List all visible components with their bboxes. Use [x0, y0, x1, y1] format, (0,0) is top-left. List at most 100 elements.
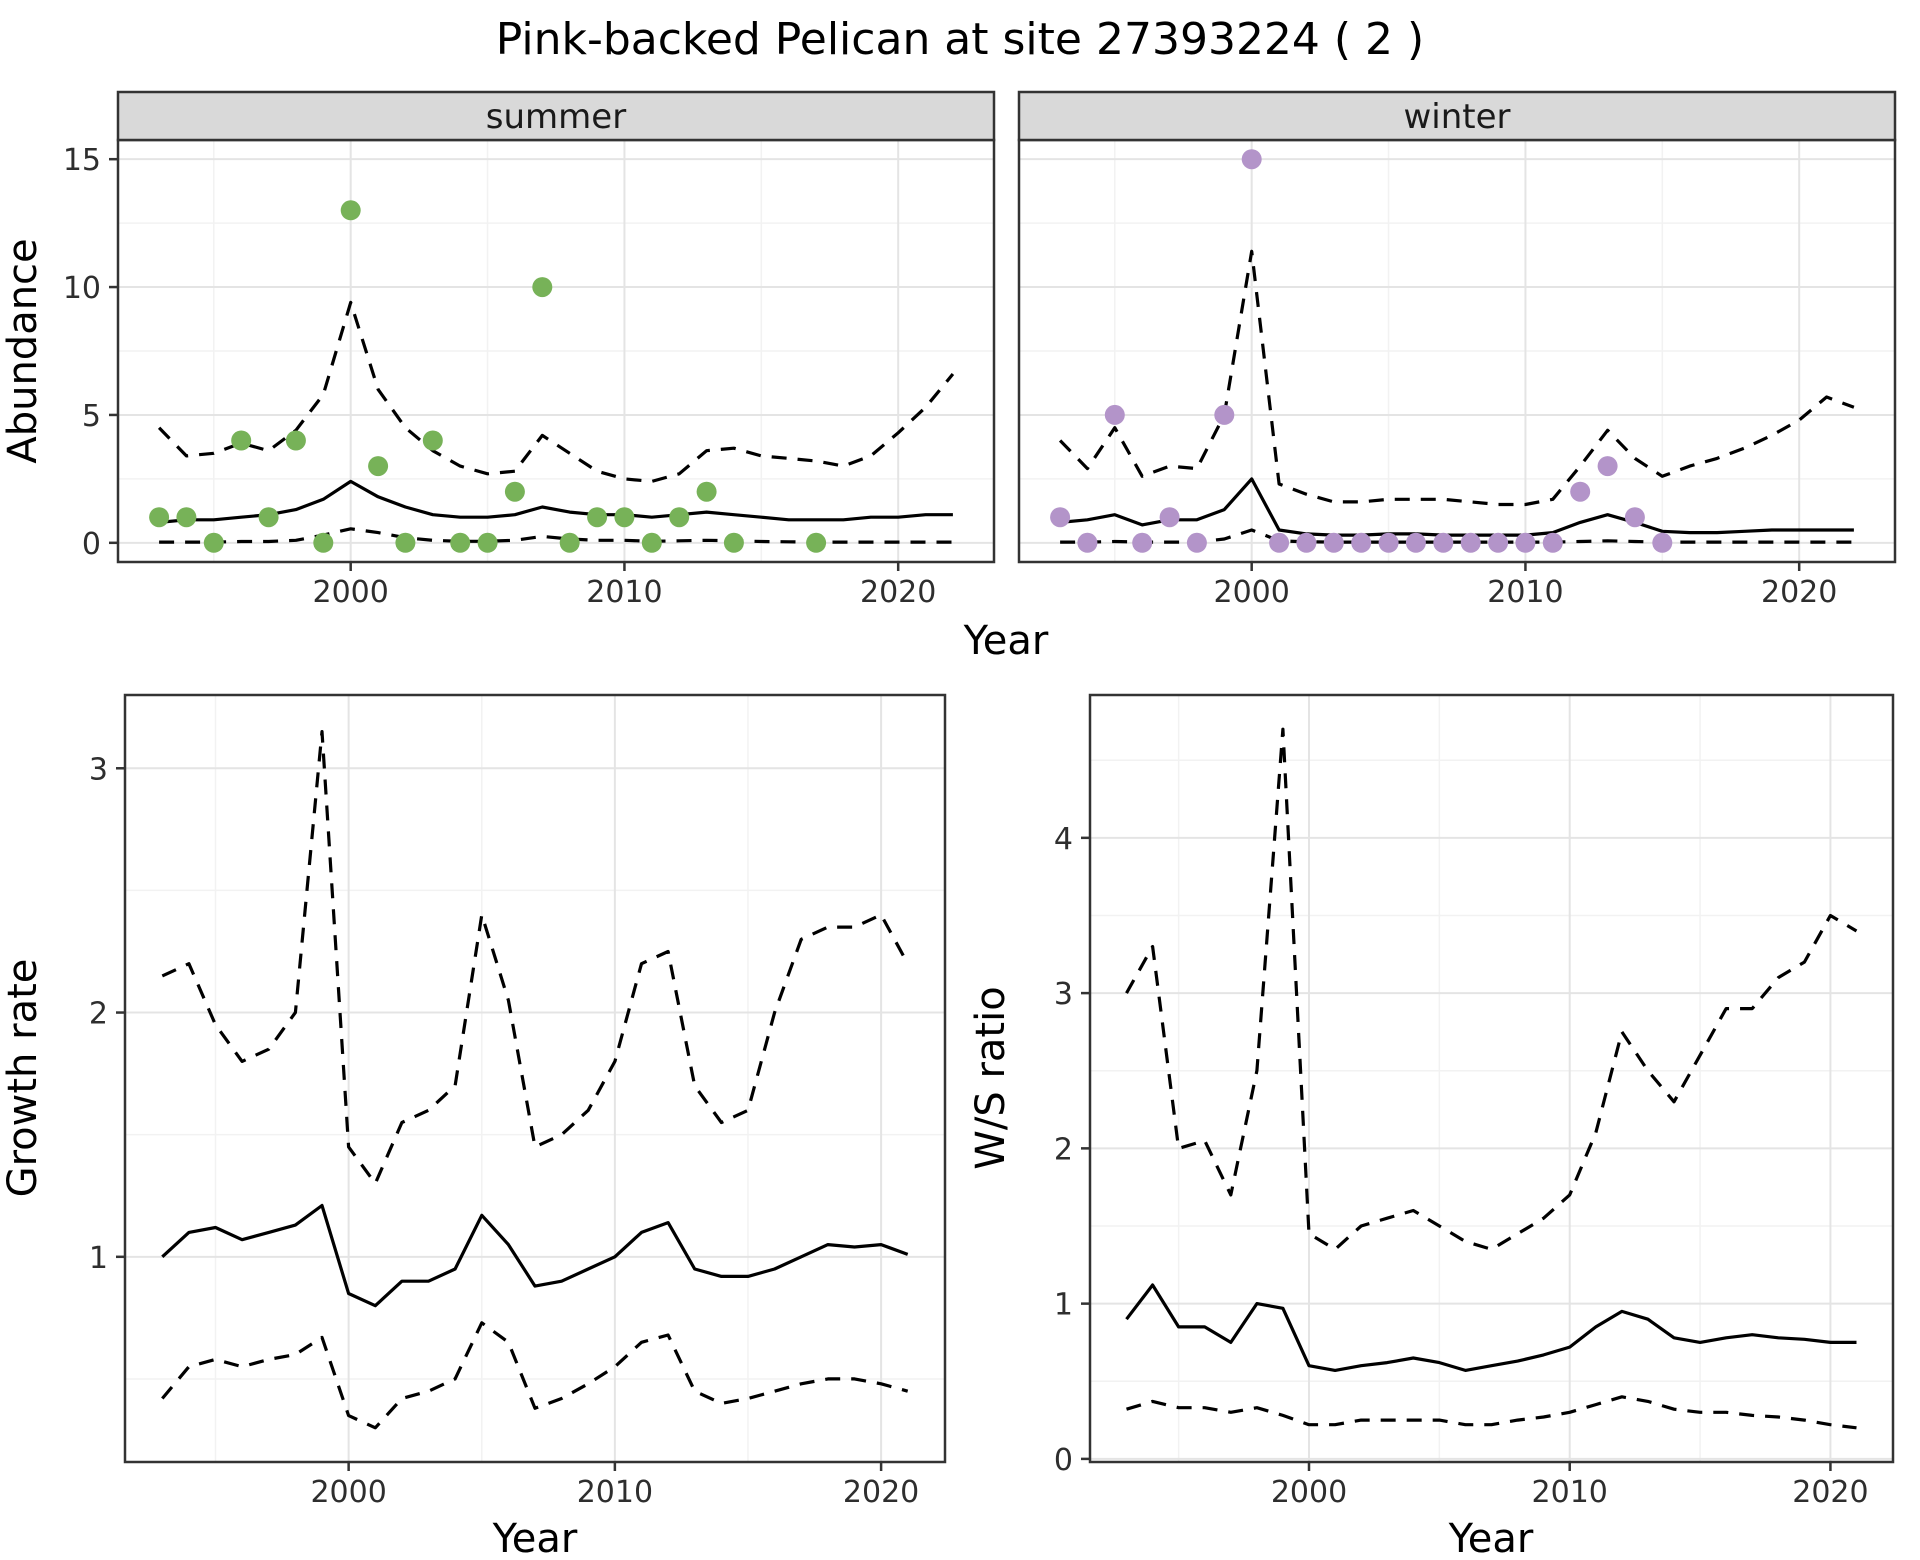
- observation-point: [1624, 507, 1645, 528]
- observation-point: [203, 532, 224, 553]
- observation-point: [285, 430, 306, 451]
- observation-point: [1597, 456, 1618, 477]
- observation-point: [1542, 532, 1563, 553]
- facet-strip: [1017, 90, 1897, 142]
- fit-line: [158, 479, 953, 524]
- lower-ci-line: [1126, 1395, 1857, 1430]
- observation-point: [1186, 532, 1207, 553]
- y-tick-label: 0: [1054, 1443, 1073, 1478]
- panel-abundance-summer: 2000 2010 2020 0 5 10 15 summer: [63, 90, 996, 610]
- observation-point: [477, 532, 498, 553]
- observation-point: [806, 532, 827, 553]
- x-tick-label: 2010: [1532, 1475, 1608, 1510]
- y-axis-title-ws-ratio: W/S ratio: [968, 986, 1014, 1169]
- y-tick-label: 15: [63, 143, 101, 178]
- x-axis-title-growth-rate: Year: [492, 1516, 578, 1560]
- observation-point: [1241, 149, 1262, 170]
- observation-point: [1296, 532, 1317, 553]
- y-tick-label: 10: [63, 271, 101, 306]
- upper-ci-line: [161, 730, 910, 1186]
- observation-point: [1570, 481, 1591, 502]
- observation-point: [1132, 532, 1153, 553]
- x-tick-label: 2010: [577, 1475, 653, 1510]
- observation-point: [395, 532, 416, 553]
- y-tick-label: 5: [82, 399, 101, 434]
- observation-point: [1652, 532, 1673, 553]
- x-tick-label: 2000: [310, 1475, 386, 1510]
- observation-point: [669, 507, 690, 528]
- panel-border: [1088, 693, 1895, 1464]
- fit-line: [1125, 1283, 1857, 1372]
- observation-point: [559, 532, 580, 553]
- x-axis-title-top: Year: [963, 618, 1049, 664]
- observation-point: [450, 532, 471, 553]
- x-tick-label: 2010: [1487, 575, 1563, 610]
- observation-point: [313, 532, 334, 553]
- x-tick-label: 2020: [860, 575, 936, 610]
- y-tick-label: 2: [1054, 1132, 1073, 1167]
- y-axis-title-abundance: Abundance: [0, 238, 46, 463]
- panel-background: [1090, 695, 1893, 1462]
- panel-border: [123, 693, 947, 1464]
- facet-strip-label: summer: [486, 97, 626, 137]
- x-tick-label: 2020: [1792, 1475, 1868, 1510]
- figure-title: Pink-backed Pelican at site 27393224 ( 2…: [496, 14, 1424, 65]
- observation-point: [1488, 532, 1509, 553]
- observation-point: [422, 430, 443, 451]
- x-tick-label: 2000: [1214, 575, 1290, 610]
- observation-point: [1378, 532, 1399, 553]
- fit-line: [1059, 477, 1854, 537]
- y-tick-label: 1: [89, 1241, 108, 1276]
- observation-point: [587, 507, 608, 528]
- observation-point: [1050, 507, 1071, 528]
- observation-point: [614, 507, 635, 528]
- y-tick-label: 3: [89, 752, 108, 787]
- observation-point: [641, 532, 662, 553]
- observation-point: [532, 277, 553, 298]
- observation-point: [1515, 532, 1536, 553]
- y-tick-label: 2: [89, 997, 108, 1032]
- observation-point: [504, 481, 525, 502]
- upper-ci-line: [1125, 727, 1858, 1251]
- observation-point: [368, 456, 389, 477]
- y-tick-label: 4: [1054, 822, 1073, 857]
- panel-abundance-winter: 2000 2010 2020 winter: [1017, 90, 1897, 610]
- y-tick-label: 0: [82, 527, 101, 562]
- observation-point: [1460, 532, 1481, 553]
- x-tick-label: 2000: [313, 575, 389, 610]
- fit-line: [161, 1203, 909, 1308]
- observation-point: [1433, 532, 1454, 553]
- y-tick-label: 1: [1054, 1288, 1073, 1323]
- observation-point: [258, 507, 279, 528]
- x-tick-label: 2020: [843, 1475, 919, 1510]
- observation-point: [231, 430, 252, 451]
- observation-point: [1104, 404, 1125, 425]
- panel-ws-ratio: 2000 2010 2020 0 1 2 3 4: [1054, 693, 1895, 1510]
- x-tick-label: 2020: [1761, 575, 1837, 610]
- observation-point: [176, 507, 197, 528]
- observation-point: [1323, 532, 1344, 553]
- y-axis-title-growth-rate: Growth rate: [0, 959, 46, 1198]
- upper-ci-line: [1058, 249, 1855, 507]
- observation-point: [149, 507, 170, 528]
- facet-strip-label: winter: [1403, 97, 1510, 137]
- observation-point: [1159, 507, 1180, 528]
- observation-point: [1077, 532, 1098, 553]
- observation-point: [1405, 532, 1426, 553]
- x-tick-label: 2000: [1271, 1475, 1347, 1510]
- y-tick-label: 3: [1054, 977, 1073, 1012]
- observation-point: [696, 481, 717, 502]
- facet-strip: [116, 90, 996, 142]
- panel-background: [125, 695, 945, 1462]
- x-axis-title-ws-ratio: Year: [1448, 1516, 1534, 1560]
- lower-ci-line: [161, 1321, 909, 1430]
- observation-point: [340, 200, 361, 221]
- observation-point: [1214, 404, 1235, 425]
- observation-point: [1351, 532, 1372, 553]
- x-tick-label: 2010: [586, 575, 662, 610]
- observation-point: [1269, 532, 1290, 553]
- observation-point: [723, 532, 744, 553]
- panel-growth-rate: 2000 2010 2020 1 2 3: [89, 693, 947, 1510]
